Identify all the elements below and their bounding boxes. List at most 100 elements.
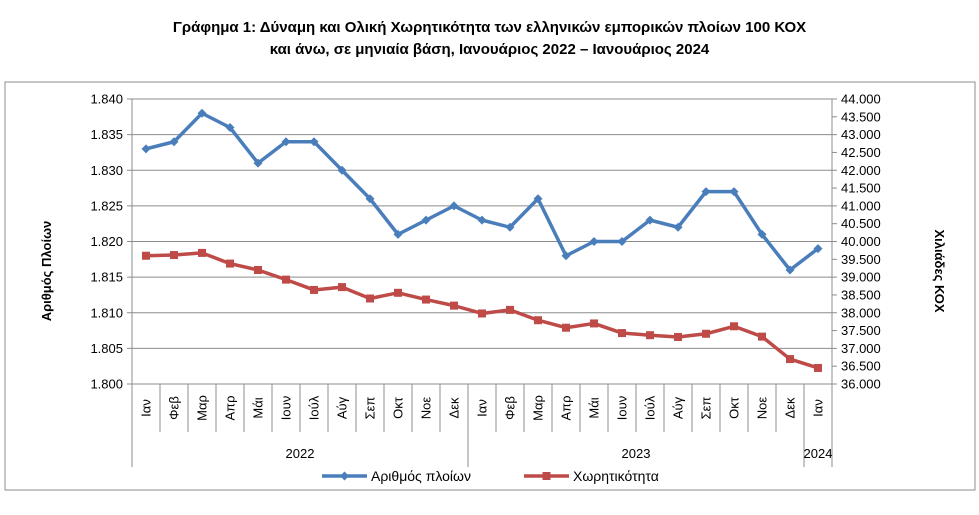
x-tick-label: Οκτ [391,396,406,419]
data-point-2 [198,248,206,257]
x-tick-label: Απρ [223,395,238,420]
data-point-1 [421,215,431,225]
data-point-2 [254,266,262,274]
data-point-2 [814,363,822,372]
data-point-2 [478,309,486,318]
y2-tick-label: 40.000 [841,234,881,249]
data-point-1 [253,158,263,168]
y2-tick-label: 38.500 [841,287,881,302]
x-tick-label: Ιαν [139,399,154,417]
year-label: 2024 [804,446,833,461]
x-tick-label: Ιουν [279,396,294,420]
y2-tick-label: 44.000 [841,92,881,107]
x-tick-label: Ιαν [811,399,826,417]
data-point-1 [561,251,571,261]
data-point-1 [449,201,459,211]
data-point-2 [226,259,234,268]
x-tick-label: Μάι [251,397,266,418]
x-tick-label: Φεβ [167,396,182,420]
data-point-2 [142,251,150,260]
y2-tick-label: 42.000 [841,163,881,178]
x-tick-label: Δεκ [783,397,798,418]
data-point-2 [590,319,598,328]
data-point-1 [757,229,767,239]
data-point-1 [729,187,739,197]
x-tick-label: Μάι [587,397,602,418]
x-tick-label: Νοε [755,397,770,420]
data-point-1 [337,165,347,175]
y2-axis-title: Χιλιάδες ΚΟΧ [932,229,947,312]
legend-marker [340,471,349,481]
year-label: 2022 [286,446,315,461]
y-tick-label: 1.835 [90,127,123,142]
data-point-1 [309,137,319,147]
x-tick-label: Ιουν [615,396,630,420]
y2-tick-label: 43.000 [841,127,881,142]
legend-label: Χωρητικότητα [573,468,659,484]
y2-tick-label: 38.000 [841,305,881,320]
y2-tick-label: 41.500 [841,181,881,196]
y2-tick-label: 36.500 [841,359,881,374]
x-tick-label: Ιούλ [643,395,658,420]
y2-tick-label: 43.500 [841,109,881,124]
x-tick-label: Αύγ [671,396,686,419]
data-point-2 [758,332,766,341]
y-tick-label: 1.815 [90,270,123,285]
y2-tick-label: 36.000 [841,377,881,392]
data-point-2 [702,329,710,338]
data-point-2 [366,294,374,303]
data-point-2 [394,288,402,297]
x-tick-label: Μαρ [531,395,546,421]
chart-title-line-1: Γράφημα 1: Δύναμη και Ολική Χωρητικότητα… [172,19,807,36]
series-line-1 [145,111,820,272]
y2-tick-label: 41.000 [841,198,881,213]
data-point-2 [338,283,346,292]
data-point-2 [310,285,318,294]
x-tick-label: Μαρ [195,395,210,421]
data-point-2 [170,251,178,260]
y-tick-label: 1.810 [90,305,123,320]
y2-tick-label: 37.500 [841,323,881,338]
x-tick-label: Απρ [559,395,574,420]
data-point-2 [534,316,542,325]
data-point-1 [589,237,599,246]
y2-tick-label: 37.000 [841,341,881,356]
data-point-1 [785,265,795,275]
y-tick-label: 1.840 [90,92,123,107]
data-point-1 [505,222,515,232]
data-point-2 [618,329,626,338]
y2-tick-label: 39.500 [841,252,881,267]
data-point-1 [169,137,179,147]
data-point-1 [393,229,403,239]
y2-tick-label: 40.500 [841,216,881,231]
data-point-2 [422,295,430,304]
legend-marker [542,472,551,480]
data-point-2 [282,275,290,284]
data-point-2 [562,323,570,332]
y-tick-label: 1.800 [90,377,123,392]
data-point-1 [197,108,207,118]
y-tick-label: 1.830 [90,163,123,178]
y-axis-title: Αριθμός Πλοίων [39,221,54,322]
x-tick-label: Οκτ [727,396,742,419]
data-point-1 [533,194,543,204]
year-label: 2023 [622,446,651,461]
x-tick-label: Ιαν [475,399,490,417]
data-point-1 [701,187,711,197]
data-point-2 [450,301,458,310]
chart-title-line-2: και άνω, σε μηνιαία βάση, Ιανουάριος 202… [269,41,710,58]
x-tick-label: Αύγ [335,396,350,419]
data-point-1 [365,194,375,204]
data-point-2 [674,332,682,341]
y-tick-label: 1.825 [90,198,123,213]
x-tick-label: Νοε [419,397,434,420]
plot-area: 1.800 1.805 1.810 1.815 1.820 1.825 1.830 1.835… [90,92,880,485]
chart-title: Γράφημα 1: Δύναμη και Ολική Χωρητικότητα… [0,17,979,61]
x-tick-label: Σεπ [363,397,378,420]
data-point-2 [506,305,514,314]
x-tick-label: Φεβ [503,396,518,420]
data-point-1 [281,137,291,147]
data-point-1 [617,237,627,246]
x-tick-label: Σεπ [699,397,714,420]
